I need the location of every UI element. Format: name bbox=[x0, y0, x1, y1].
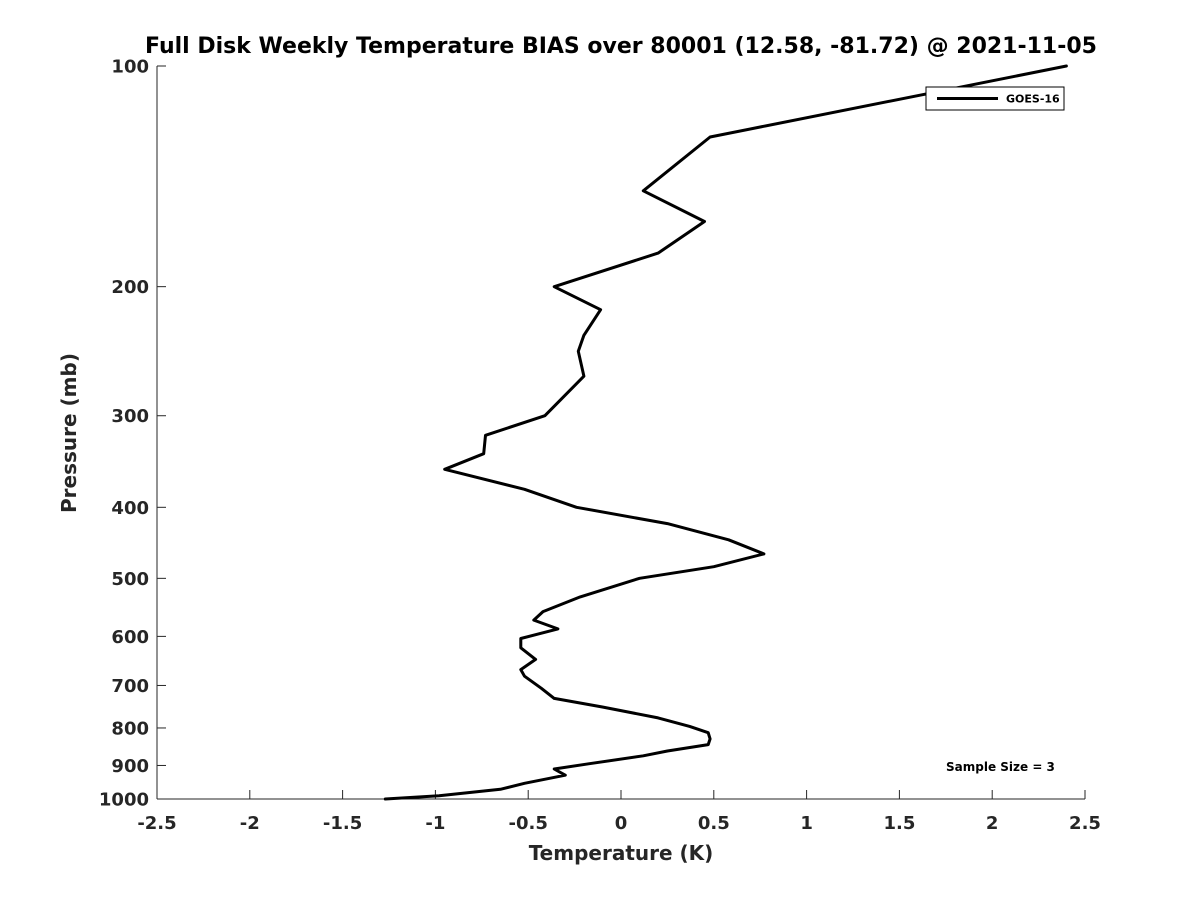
x-tick-label: -2.5 bbox=[137, 813, 176, 834]
x-tick-label: 2.5 bbox=[1069, 813, 1101, 834]
legend-label-goes-16: GOES-16 bbox=[1006, 93, 1060, 106]
x-tick-label: 1.5 bbox=[883, 813, 915, 834]
x-tick-label: 2 bbox=[986, 813, 999, 834]
y-axis-label: Pressure (mb) bbox=[57, 353, 81, 513]
y-tick-label: 400 bbox=[111, 498, 149, 519]
series-line-goes-16 bbox=[383, 64, 1068, 801]
y-tick-label: 1000 bbox=[99, 790, 149, 811]
plot-area: -2.5 -2 -1.5 -1 -0.5 0 0.5 1 1.5 2 2.5 100 200 300 400… bbox=[99, 57, 1101, 835]
x-tick-label: 0.5 bbox=[698, 813, 730, 834]
x-tick-label: -0.5 bbox=[509, 813, 548, 834]
sample-size-annotation: Sample Size = 3 bbox=[946, 760, 1055, 774]
chart-title: Full Disk Weekly Temperature BIAS over 8… bbox=[145, 34, 1097, 59]
x-tick-label: 1 bbox=[800, 813, 813, 834]
y-tick-label: 700 bbox=[111, 676, 149, 697]
y-tick-label: 100 bbox=[111, 57, 149, 78]
y-tick-label: 900 bbox=[111, 756, 149, 777]
x-tick-label: 0 bbox=[615, 813, 628, 834]
x-tick-label: -1.5 bbox=[323, 813, 362, 834]
y-tick-label: 200 bbox=[111, 277, 149, 298]
legend: GOES-16 bbox=[925, 86, 1065, 111]
x-axis-label: Temperature (K) bbox=[529, 841, 714, 865]
x-tick-label: -2 bbox=[240, 813, 260, 834]
y-tick-label: 800 bbox=[111, 718, 149, 739]
y-tick-label: 300 bbox=[111, 406, 149, 427]
y-tick-label: 600 bbox=[111, 627, 149, 648]
y-tick-label: 500 bbox=[111, 569, 149, 590]
x-tick-label: -1 bbox=[425, 813, 445, 834]
